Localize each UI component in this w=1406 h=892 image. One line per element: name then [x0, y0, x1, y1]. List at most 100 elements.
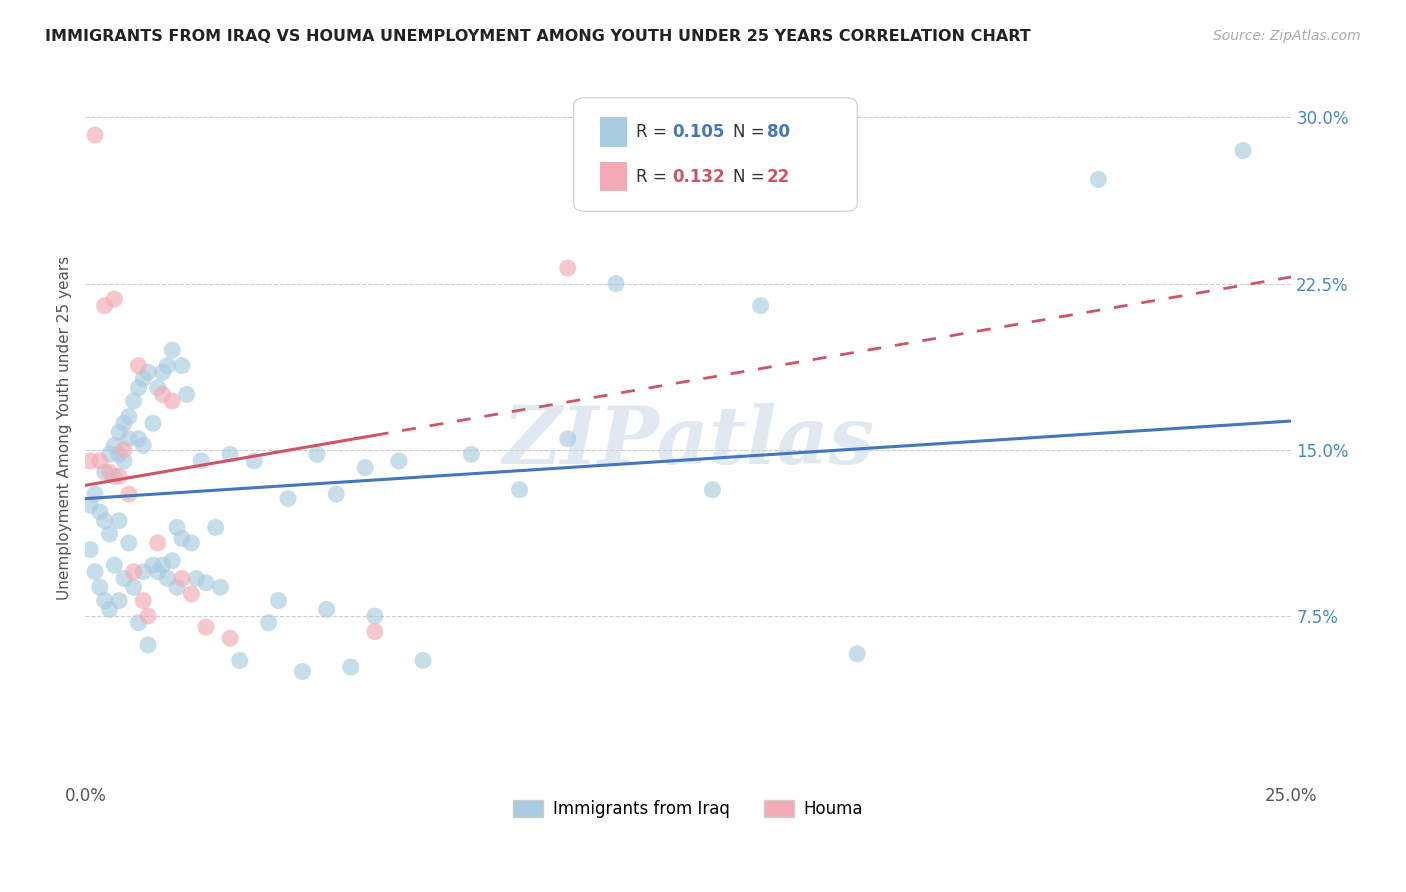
Point: [267, 593, 290, 607]
Point: [103, 438, 125, 452]
Point: [186, 571, 208, 585]
Point: [166, 580, 188, 594]
Point: [79, 454, 101, 468]
Point: [103, 469, 125, 483]
Legend: Immigrants from Iraq, Houma: Immigrants from Iraq, Houma: [506, 794, 870, 825]
Point: [176, 387, 198, 401]
Point: [112, 571, 135, 585]
Point: [180, 536, 202, 550]
Point: [108, 593, 131, 607]
Point: [118, 487, 141, 501]
Point: [118, 536, 141, 550]
Text: N =: N =: [733, 168, 770, 186]
Point: [194, 575, 217, 590]
Point: [84, 128, 107, 142]
Point: [1232, 144, 1254, 158]
Point: [127, 432, 149, 446]
Point: [98, 527, 121, 541]
Point: [291, 665, 314, 679]
Point: [460, 447, 482, 461]
Point: [142, 416, 165, 430]
Point: [93, 593, 115, 607]
Point: [118, 409, 141, 424]
Point: [112, 416, 135, 430]
Point: [170, 571, 193, 585]
Text: 80: 80: [766, 123, 790, 141]
Point: [146, 381, 169, 395]
Point: [243, 454, 266, 468]
Point: [118, 432, 141, 446]
Point: [557, 432, 579, 446]
Point: [132, 372, 155, 386]
Point: [749, 299, 772, 313]
Point: [605, 277, 627, 291]
Point: [325, 487, 347, 501]
Text: 0.105: 0.105: [672, 123, 725, 141]
Text: N =: N =: [733, 123, 770, 141]
Point: [132, 565, 155, 579]
Point: [103, 558, 125, 573]
Point: [112, 442, 135, 457]
Point: [93, 514, 115, 528]
Text: 22: 22: [766, 168, 790, 186]
Point: [194, 620, 217, 634]
Point: [160, 343, 183, 357]
Point: [204, 520, 226, 534]
Point: [170, 532, 193, 546]
Point: [127, 381, 149, 395]
Point: [152, 365, 174, 379]
FancyBboxPatch shape: [600, 117, 627, 147]
Point: [219, 632, 242, 646]
Point: [166, 520, 188, 534]
Point: [89, 454, 111, 468]
Point: [103, 292, 125, 306]
Point: [98, 447, 121, 461]
Text: R =: R =: [637, 168, 672, 186]
Point: [219, 447, 242, 461]
Point: [142, 558, 165, 573]
Point: [305, 447, 328, 461]
Point: [156, 359, 179, 373]
Point: [152, 387, 174, 401]
Point: [257, 615, 280, 630]
Point: [180, 587, 202, 601]
Point: [229, 653, 252, 667]
Point: [93, 465, 115, 479]
Text: R =: R =: [637, 123, 672, 141]
Point: [354, 460, 377, 475]
Point: [122, 394, 145, 409]
Point: [146, 565, 169, 579]
Point: [79, 542, 101, 557]
Point: [156, 571, 179, 585]
Point: [108, 514, 131, 528]
Point: [89, 505, 111, 519]
Point: [160, 394, 183, 409]
Text: ZIPatlas: ZIPatlas: [502, 403, 875, 481]
Point: [132, 438, 155, 452]
Point: [98, 602, 121, 616]
Point: [84, 565, 107, 579]
Point: [127, 615, 149, 630]
Point: [146, 536, 169, 550]
Point: [277, 491, 299, 506]
Point: [364, 609, 387, 624]
Point: [122, 565, 145, 579]
Point: [364, 624, 387, 639]
Text: Source: ZipAtlas.com: Source: ZipAtlas.com: [1213, 29, 1361, 43]
Point: [79, 498, 101, 512]
Point: [509, 483, 531, 497]
Point: [122, 580, 145, 594]
Point: [108, 469, 131, 483]
Point: [108, 425, 131, 439]
Point: [702, 483, 724, 497]
Point: [170, 359, 193, 373]
Text: 0.132: 0.132: [672, 168, 725, 186]
Point: [339, 660, 361, 674]
Point: [93, 299, 115, 313]
Point: [152, 558, 174, 573]
Point: [557, 261, 579, 276]
Point: [209, 580, 232, 594]
Point: [388, 454, 411, 468]
Point: [190, 454, 212, 468]
Point: [136, 609, 159, 624]
